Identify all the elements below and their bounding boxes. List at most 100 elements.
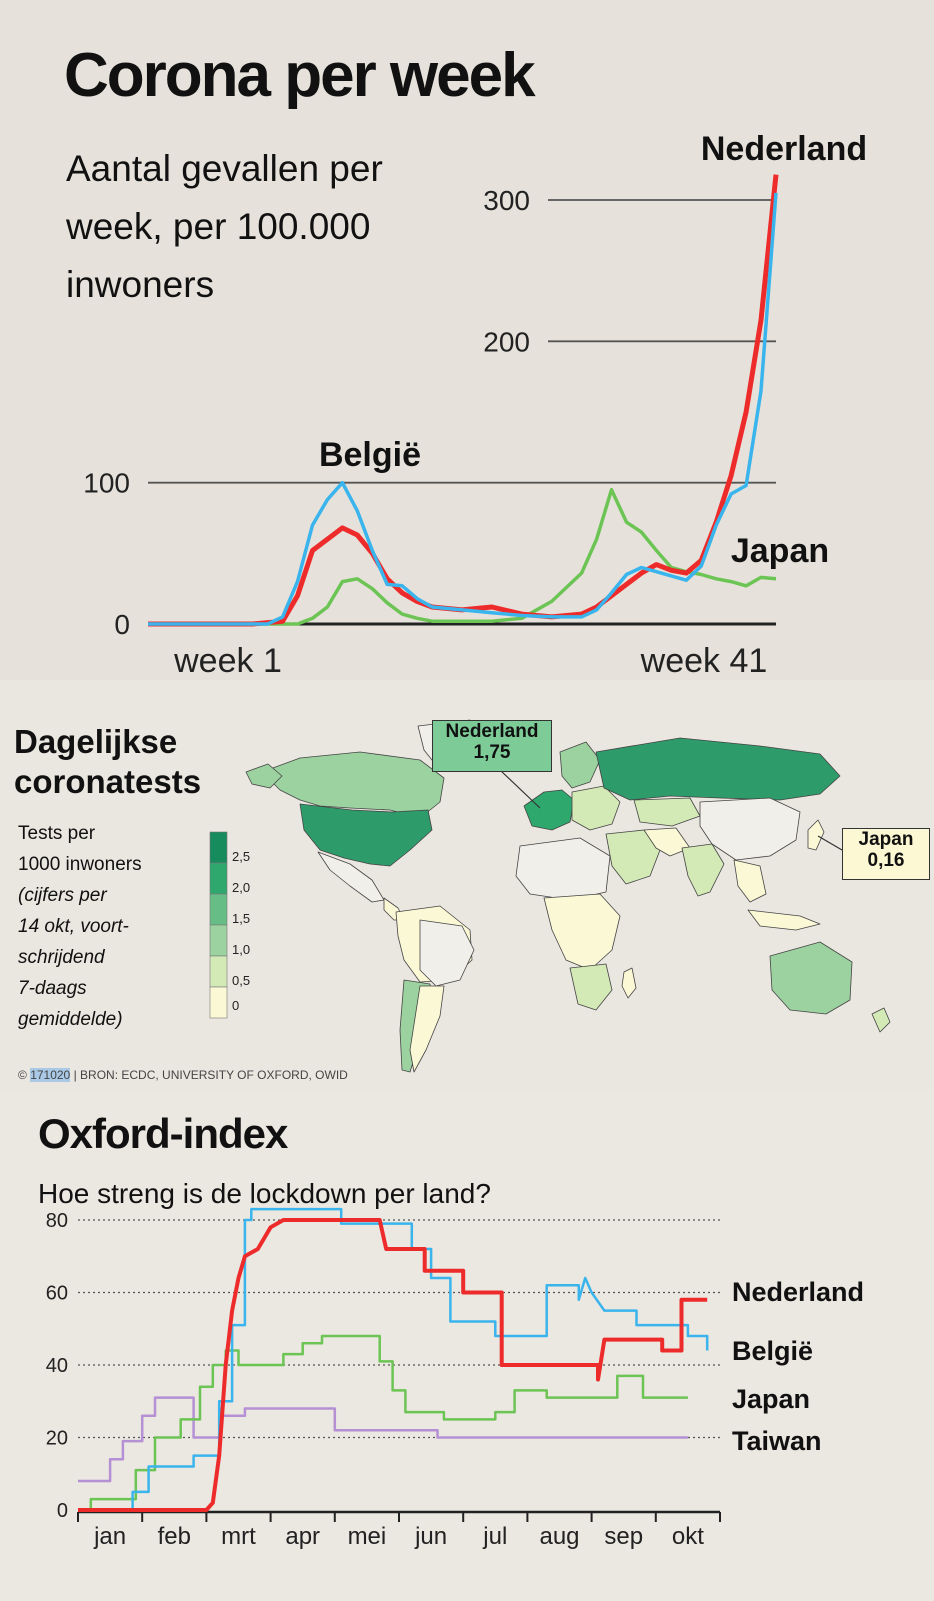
- legend-swatch: [209, 955, 228, 988]
- country-shape-russia: [595, 737, 841, 801]
- x-tick-aug: aug: [539, 1523, 579, 1550]
- series-line-nederland: [148, 174, 779, 627]
- label-nederland: Nederland: [701, 130, 867, 168]
- series-line-taiwan: [78, 1396, 688, 1483]
- panel1-title: Corona per week: [64, 41, 536, 110]
- legend-swatch: [209, 831, 228, 864]
- legend-text-line: gemiddelde): [18, 1009, 123, 1030]
- country-shape-north-africa: [515, 837, 611, 901]
- panel3-subtitle: Hoe streng is de lockdown per land?: [38, 1178, 491, 1209]
- country-shape-central-africa: [543, 893, 621, 971]
- country-shape-usa: [299, 803, 433, 867]
- country-shape-japan: [807, 819, 825, 851]
- series-line-japan: [148, 487, 777, 626]
- country-shape-new-zealand: [871, 1007, 891, 1033]
- right-label-japan: Japan: [732, 1384, 810, 1414]
- x-tick-feb: feb: [158, 1523, 191, 1550]
- callout-pointer-nederland: [499, 769, 541, 809]
- corona-per-week-panel: Corona per week Aantal gevallen per week…: [0, 0, 934, 680]
- country-shape-eastern-europe: [571, 785, 621, 831]
- series-line-nederland: [78, 1218, 708, 1512]
- x-tick-okt: okt: [672, 1523, 704, 1550]
- legend-swatch: [209, 986, 228, 1019]
- callout-pointer-japan: [817, 835, 843, 851]
- country-shape-mexico: [317, 851, 385, 903]
- x-tick-mrt: mrt: [221, 1523, 256, 1550]
- country-shape-iran-region: [643, 827, 691, 857]
- oxford-index-chart: 0 20 40 60 80 jan feb mrt apr mei jun jul aug sep okt N…: [46, 1207, 864, 1550]
- label-belgie: België: [319, 436, 421, 474]
- legend-scale-label: 0: [232, 998, 239, 1013]
- y-tick-200: 200: [483, 326, 530, 357]
- x-tick-jul: jul: [482, 1523, 507, 1550]
- x-tick-jan: jan: [93, 1523, 126, 1550]
- right-label-taiwan: Taiwan: [732, 1426, 822, 1456]
- country-shape-india: [681, 843, 725, 897]
- series-line-japan: [78, 1334, 688, 1512]
- legend-scale-label: 1,5: [232, 911, 250, 926]
- map-legend-text: Tests per 1000 inwoners (cijfers per 14 okt…: [18, 818, 142, 1035]
- legend-text-line: (cijfers per: [18, 885, 107, 906]
- legend-text-line: 7-daags: [18, 978, 87, 999]
- legend-text-line: schrijdend: [18, 947, 105, 968]
- country-shape-china: [699, 797, 801, 861]
- callout-nederland-value: 1,75: [473, 742, 511, 763]
- weekly-cases-chart: 0 100 200 300 week 1 week 41 België Nederland Ja…: [83, 130, 867, 680]
- x-tick-week-1: week 1: [173, 642, 282, 680]
- legend-text-line: Tests per: [18, 823, 96, 844]
- oxford-index-panel: Oxford-index Hoe streng is de lockdown p…: [0, 1090, 934, 1601]
- legend-text-line: 14 okt, voort-: [18, 916, 129, 937]
- legend-scale-label: 2,0: [232, 880, 250, 895]
- right-label-belgie: België: [732, 1336, 813, 1366]
- series-line-belgie: [148, 192, 778, 626]
- country-shape-southern-africa: [569, 963, 613, 1011]
- callout-nederland-country: Nederland: [445, 721, 539, 742]
- legend-text-line: 1000 inwoners: [18, 854, 142, 875]
- label-japan: Japan: [731, 532, 829, 570]
- country-shape-brazil: [419, 919, 475, 987]
- legend-swatch: [209, 893, 228, 926]
- x-tick-jun: jun: [414, 1523, 447, 1550]
- daily-tests-panel: Dagelijkse coronatests Tests per 1000 inw…: [0, 680, 934, 1090]
- x-tick-apr: apr: [285, 1523, 320, 1550]
- source-line: © 171020 | BRON: ECDC, UNIVERSITY OF OXF…: [18, 1068, 348, 1082]
- country-shape-australia: [769, 941, 853, 1015]
- callout-nederland: Nederland 1,75: [432, 720, 552, 772]
- country-shape-argentina: [409, 985, 445, 1073]
- legend-scale-label: 1,0: [232, 942, 250, 957]
- callout-japan-country: Japan: [858, 829, 914, 850]
- x-tick-sep: sep: [604, 1523, 643, 1550]
- map-title-line2: coronatests: [14, 763, 202, 800]
- country-shape-southeast-asia: [733, 859, 767, 903]
- x-tick-mei: mei: [348, 1523, 387, 1550]
- map-title-line1: Dagelijkse: [14, 723, 178, 760]
- country-shape-canada: [261, 751, 445, 819]
- country-shape-kazakhstan: [633, 797, 701, 827]
- y-tick-20: 20: [46, 1428, 68, 1450]
- source-text: BRON: ECDC, UNIVERSITY OF OXFORD, OWID: [80, 1068, 348, 1082]
- legend-scale-label: 2,5: [232, 849, 250, 864]
- legend-swatch: [209, 862, 228, 895]
- y-tick-40: 40: [46, 1355, 68, 1377]
- y-tick-300: 300: [483, 185, 530, 216]
- x-tick-week-41: week 41: [640, 642, 768, 680]
- y-tick-0: 0: [114, 609, 130, 640]
- country-shape-indonesia: [747, 909, 821, 931]
- y-tick-80: 80: [46, 1210, 68, 1232]
- y-tick-60: 60: [46, 1283, 68, 1305]
- country-shape-western-europe: [523, 789, 575, 831]
- copyright-symbol: ©: [18, 1068, 27, 1082]
- callout-japan-value: 0,16: [867, 850, 905, 871]
- country-shape-alaska: [245, 763, 283, 789]
- legend-scale-label: 0,5: [232, 973, 250, 988]
- source-id: 171020: [30, 1068, 71, 1082]
- legend-swatch: [209, 924, 228, 957]
- callout-japan: Japan 0,16: [842, 828, 930, 880]
- y-tick-100: 100: [83, 468, 130, 499]
- series-line-belgie: [78, 1207, 709, 1512]
- country-shape-scandinavia: [559, 741, 601, 789]
- y-tick-0: 0: [57, 1500, 68, 1522]
- country-shape-madagascar: [621, 967, 637, 999]
- panel1-subtitle: Aantal gevallen per week, per 100.000 in…: [66, 148, 383, 305]
